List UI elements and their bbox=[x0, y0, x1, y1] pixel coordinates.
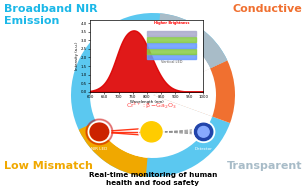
Wedge shape bbox=[153, 60, 235, 123]
Circle shape bbox=[90, 123, 109, 141]
Text: Sample: Sample bbox=[144, 147, 159, 151]
Wedge shape bbox=[153, 32, 210, 95]
Wedge shape bbox=[79, 95, 153, 177]
Circle shape bbox=[198, 126, 209, 137]
X-axis label: Wavelength (nm): Wavelength (nm) bbox=[130, 100, 164, 104]
Wedge shape bbox=[153, 13, 227, 95]
Text: Conductive: Conductive bbox=[232, 4, 302, 14]
Wedge shape bbox=[153, 68, 216, 117]
Y-axis label: Intensity (a.u.): Intensity (a.u.) bbox=[76, 42, 80, 70]
Wedge shape bbox=[96, 95, 153, 158]
Text: Transparent: Transparent bbox=[226, 161, 302, 171]
Text: Detector: Detector bbox=[195, 147, 212, 151]
Text: NIR LED: NIR LED bbox=[91, 147, 107, 151]
Wedge shape bbox=[71, 13, 230, 177]
Text: Broadband NIR
Emission: Broadband NIR Emission bbox=[4, 4, 98, 26]
Circle shape bbox=[141, 122, 162, 142]
Circle shape bbox=[86, 119, 113, 145]
Text: Real-time monitoring of human
health and food safety: Real-time monitoring of human health and… bbox=[89, 172, 217, 186]
Circle shape bbox=[194, 123, 213, 141]
Wedge shape bbox=[90, 32, 212, 158]
Text: $\rm Cr^{3+}:\beta\!-\!Ga_2O_3$: $\rm Cr^{3+}:\beta\!-\!Ga_2O_3$ bbox=[126, 101, 177, 111]
Text: Low Mismatch: Low Mismatch bbox=[4, 161, 93, 171]
